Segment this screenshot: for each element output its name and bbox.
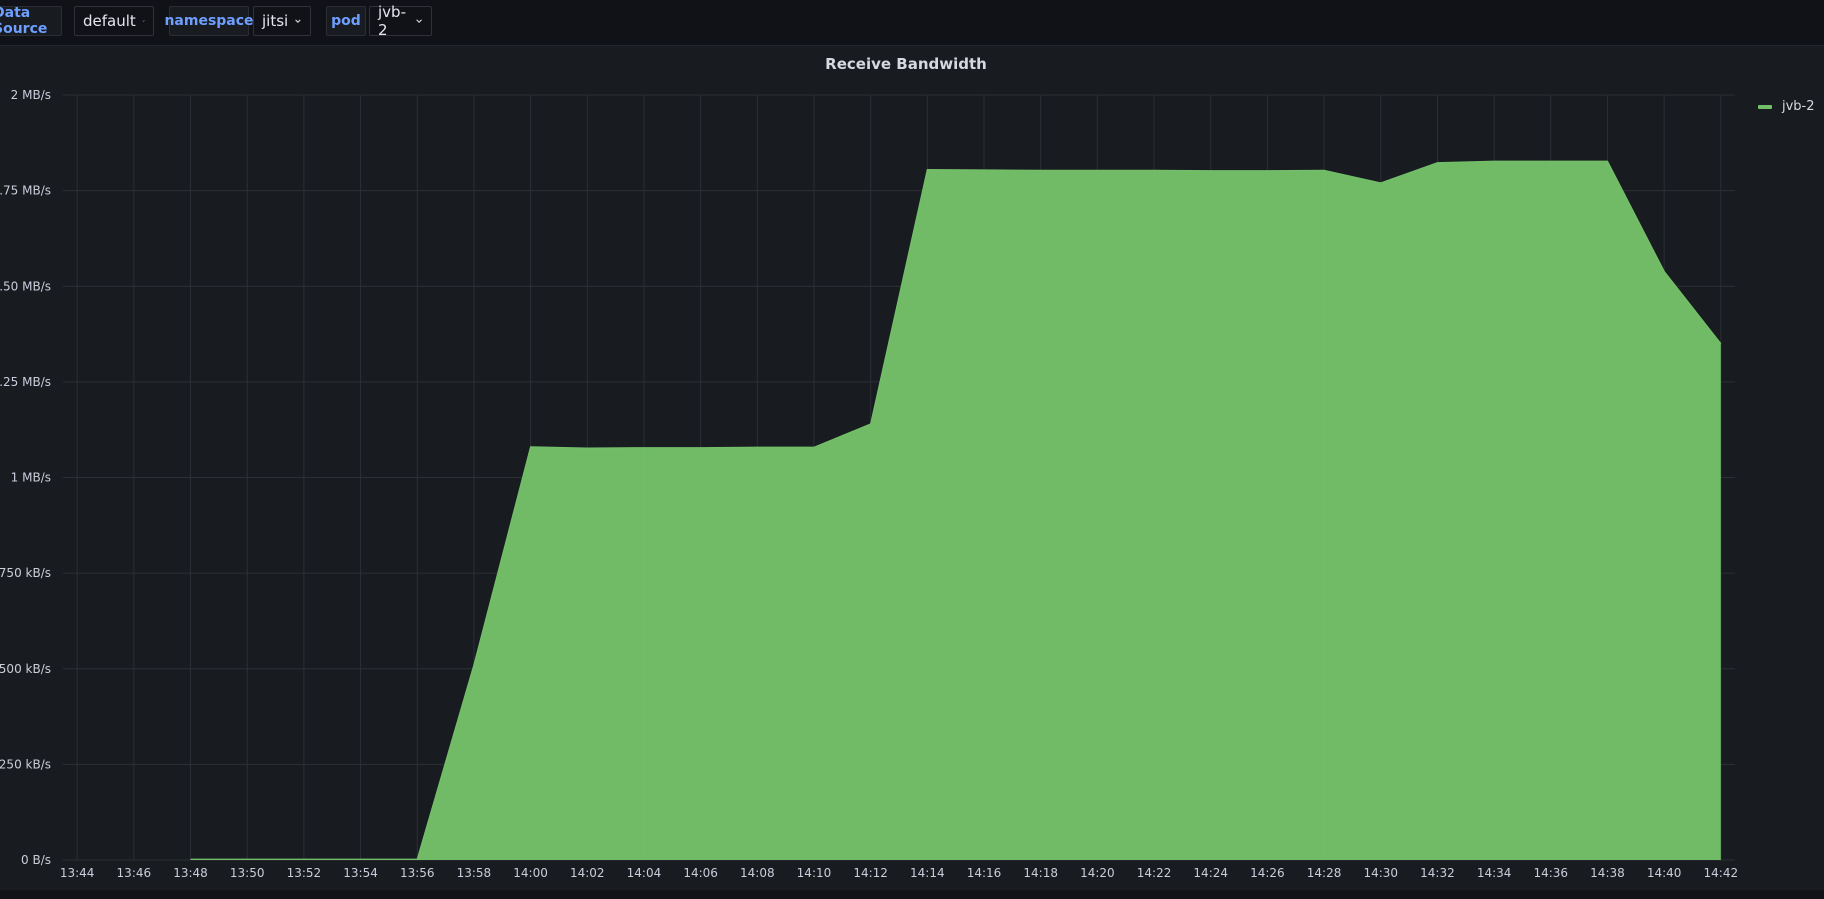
x-tick-label: 14:34 <box>1477 866 1512 880</box>
y-tick-label: 500 kB/s <box>0 662 51 676</box>
legend-swatch <box>1758 104 1772 109</box>
x-tick-label: 14:06 <box>683 866 718 880</box>
x-tick-label: 14:20 <box>1080 866 1115 880</box>
namespace-select-value: jitsi <box>262 12 289 30</box>
chevron-down-icon <box>142 20 145 22</box>
x-tick-label: 14:36 <box>1533 866 1568 880</box>
legend-series-label[interactable]: jvb-2 <box>1782 99 1815 114</box>
x-tick-label: 14:02 <box>570 866 605 880</box>
x-tick-label: 14:12 <box>853 866 888 880</box>
x-tick-label: 14:40 <box>1647 866 1682 880</box>
x-tick-label: 14:32 <box>1420 866 1455 880</box>
legend[interactable]: jvb-2 <box>1758 99 1815 114</box>
panel-title[interactable]: Receive Bandwidth <box>825 55 987 73</box>
variable-toolbar: Data Source default namespace jitsi pod … <box>0 0 1824 45</box>
x-tick-label: 14:16 <box>967 866 1002 880</box>
x-tick-label: 14:28 <box>1307 866 1342 880</box>
x-tick-label: 13:54 <box>343 866 378 880</box>
x-tick-label: 14:22 <box>1137 866 1172 880</box>
namespace-select[interactable]: jitsi <box>253 6 311 36</box>
x-tick-label: 14:18 <box>1023 866 1058 880</box>
datasource-select[interactable]: default <box>74 6 154 36</box>
namespace-variable-label: namespace <box>164 6 254 36</box>
y-tick-label: 1.25 MB/s <box>0 375 51 389</box>
bottom-strip <box>0 890 1824 899</box>
pod-variable-label: pod <box>326 6 366 36</box>
x-tick-label: 13:56 <box>400 866 435 880</box>
x-tick-label: 14:30 <box>1363 866 1398 880</box>
y-tick-label: 0 B/s <box>21 853 51 867</box>
x-tick-label: 14:14 <box>910 866 945 880</box>
x-tick-label: 13:52 <box>287 866 322 880</box>
datasource-variable-label: Data Source <box>0 5 62 37</box>
x-tick-label: 14:10 <box>797 866 832 880</box>
chevron-down-icon <box>295 19 301 23</box>
pod-select[interactable]: jvb-2 <box>369 3 432 39</box>
chevron-down-icon <box>416 19 422 24</box>
y-tick-label: 1 MB/s <box>11 471 51 485</box>
x-tick-label: 13:58 <box>457 866 492 880</box>
x-tick-label: 14:08 <box>740 866 775 880</box>
x-tick-label: 14:42 <box>1704 866 1739 880</box>
pod-select-value: jvb-2 <box>378 3 406 39</box>
y-tick-label: 2 MB/s <box>11 88 51 102</box>
x-tick-label: 14:04 <box>627 866 662 880</box>
x-tick-label: 13:46 <box>117 866 152 880</box>
x-tick-label: 13:48 <box>173 866 208 880</box>
y-tick-label: 250 kB/s <box>0 757 51 771</box>
x-tick-label: 13:50 <box>230 866 265 880</box>
datasource-select-value: default <box>83 12 136 30</box>
y-tick-label: 750 kB/s <box>0 566 51 580</box>
x-tick-label: 14:38 <box>1590 866 1625 880</box>
x-tick-label: 14:00 <box>513 866 548 880</box>
series-area-jvb-2 <box>190 161 1721 861</box>
y-tick-label: 1.50 MB/s <box>0 279 51 293</box>
series-line-jvb-2 <box>190 160 1722 860</box>
y-tick-label: 1.75 MB/s <box>0 184 51 198</box>
x-tick-label: 13:44 <box>60 866 95 880</box>
x-tick-label: 14:24 <box>1193 866 1228 880</box>
x-tick-label: 14:26 <box>1250 866 1285 880</box>
